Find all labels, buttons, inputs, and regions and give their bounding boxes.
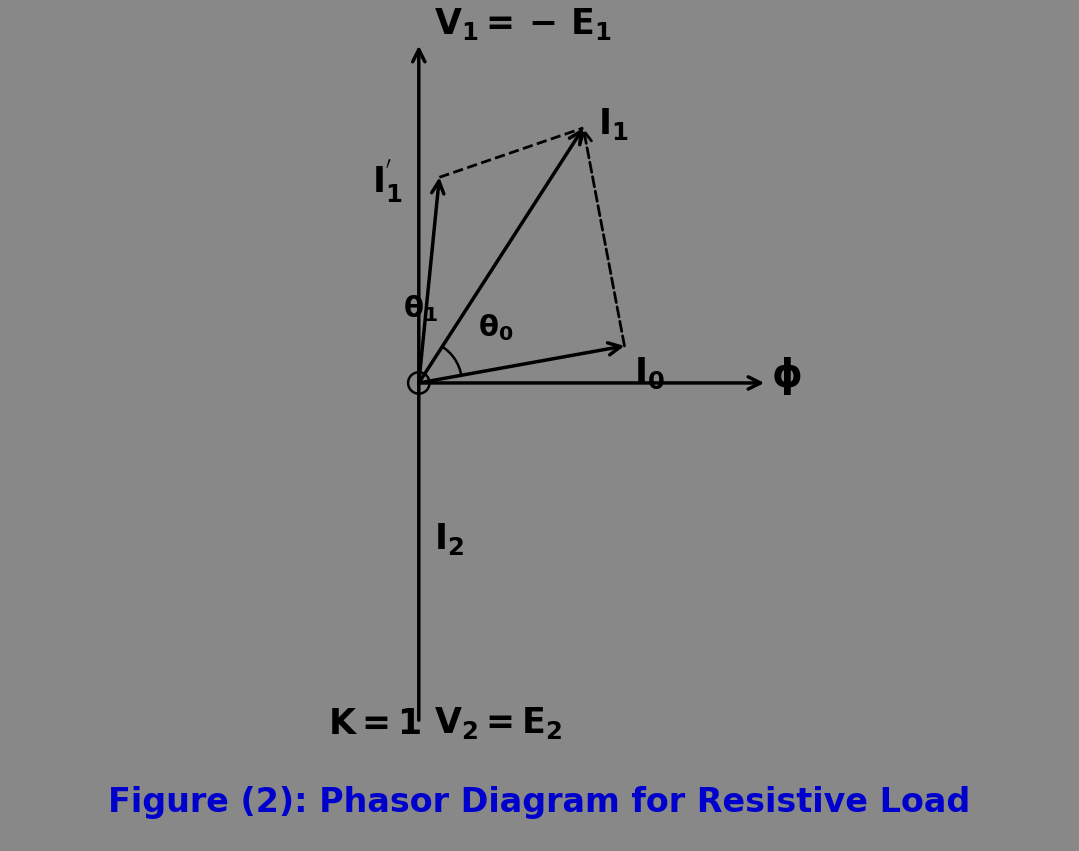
Text: $\mathbf{\theta_0}$: $\mathbf{\theta_0}$ — [478, 312, 514, 344]
Text: $\mathbf{V_1=-\, E_1}$: $\mathbf{V_1=-\, E_1}$ — [434, 6, 611, 42]
Text: $\mathbf{I_1}$: $\mathbf{I_1}$ — [598, 106, 629, 142]
Text: $\mathbf{I_1^{'}}$: $\mathbf{I_1^{'}}$ — [372, 157, 402, 206]
Text: $\mathbf{I_0}$: $\mathbf{I_0}$ — [634, 356, 666, 391]
Text: $\mathbf{\theta_1}$: $\mathbf{\theta_1}$ — [402, 293, 438, 323]
Text: $\mathbf{I_2}$: $\mathbf{I_2}$ — [434, 522, 464, 557]
Text: $\mathbf{\phi}$: $\mathbf{\phi}$ — [770, 356, 802, 397]
Text: $\mathbf{K=1}$: $\mathbf{K=1}$ — [328, 707, 422, 740]
Text: $\mathbf{V_2=E_2}$: $\mathbf{V_2=E_2}$ — [434, 705, 562, 740]
Text: Figure (2): Phasor Diagram for Resistive Load: Figure (2): Phasor Diagram for Resistive… — [108, 785, 971, 819]
